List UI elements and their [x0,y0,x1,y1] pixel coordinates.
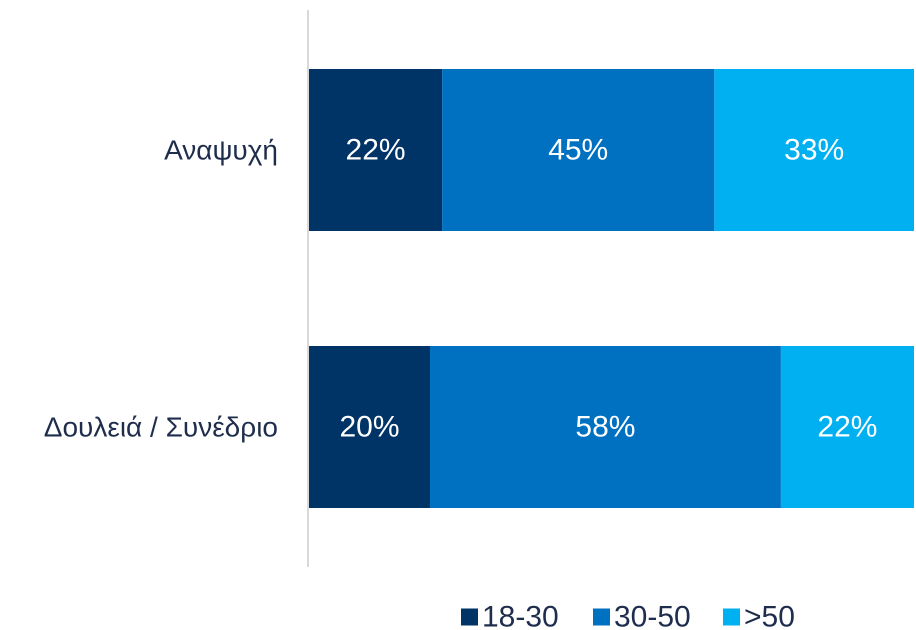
category-label: Δουλειά / Συνέδριο [44,412,278,443]
legend-swatch [593,608,610,626]
legend-swatch [461,608,478,626]
data-label: 58% [575,411,635,444]
category-labels: Αναψυχή Δουλειά / Συνέδριο [44,135,278,443]
legend-label: >50 [744,601,795,630]
legend-label: 30-50 [614,601,691,630]
bar-segment [430,346,781,508]
data-label: 20% [339,411,399,444]
data-label: 22% [346,134,406,167]
data-label: 22% [817,411,877,444]
data-label: 33% [784,134,844,167]
legend-label: 18-30 [482,601,559,630]
legend-swatch [723,608,740,626]
bars-group: 22% 45% 33% 20% 58% 22% [309,69,914,508]
bar-segment [714,69,914,231]
data-label: 45% [548,134,608,167]
legend: 18-30 30-50 >50 [461,601,795,630]
bar-segment [309,69,443,231]
bar-segment [442,69,715,231]
category-label: Αναψυχή [164,135,278,166]
bar-segment [780,346,914,508]
bar-segment [309,346,430,508]
